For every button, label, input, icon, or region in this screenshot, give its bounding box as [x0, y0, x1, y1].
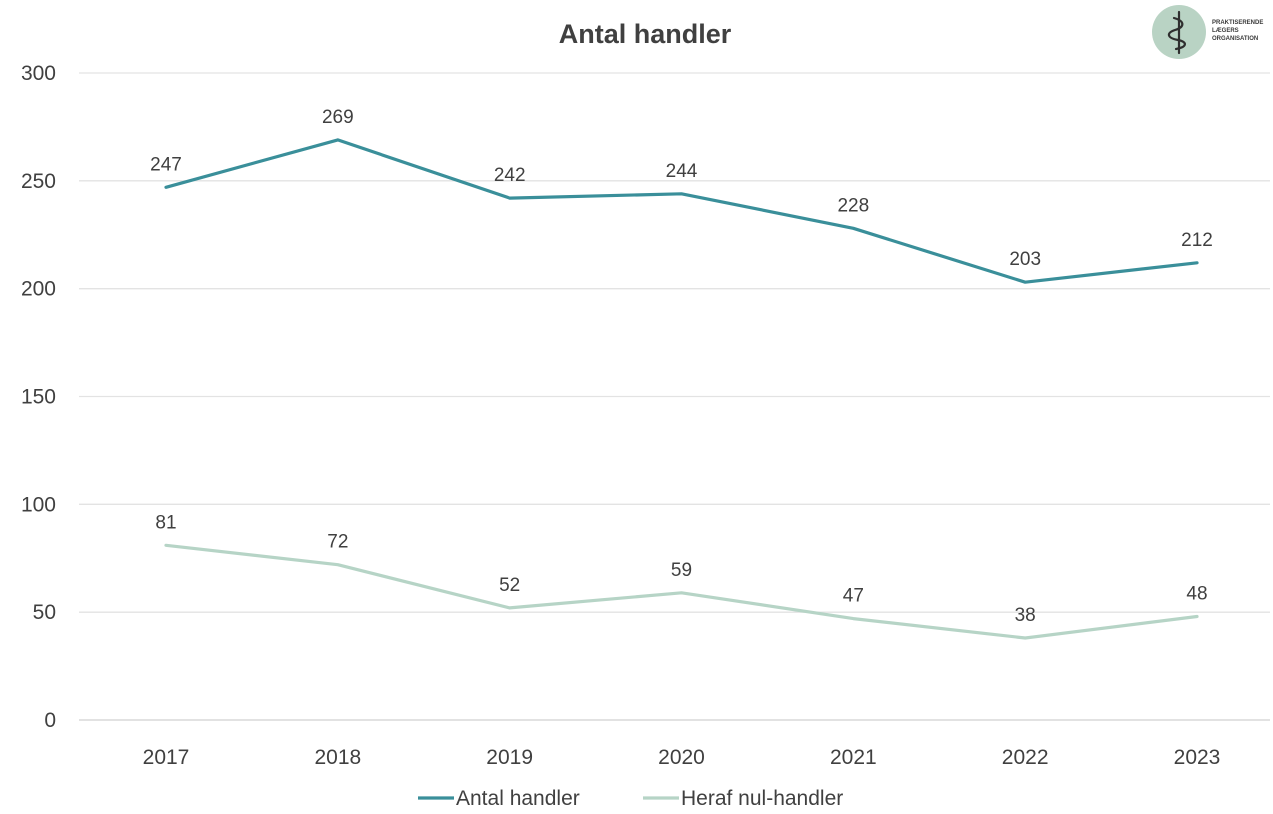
data-label: 242 [494, 165, 526, 186]
x-tick-label: 2017 [143, 746, 190, 769]
x-tick-label: 2018 [314, 746, 361, 769]
x-tick-label: 2023 [1174, 746, 1221, 769]
data-label: 244 [666, 161, 698, 182]
y-axis-ticks: 0 50 100 150 200 250 300 [21, 62, 56, 732]
x-axis-ticks: 2017 2018 2019 2020 2021 2022 2023 [143, 746, 1221, 769]
gridlines [79, 72, 1270, 721]
y-tick-label: 0 [44, 709, 56, 732]
caduceus-icon [1167, 10, 1186, 55]
logo-text-line-2: LÆGERS [1212, 28, 1239, 34]
x-tick-label: 2019 [486, 746, 533, 769]
data-label: 47 [843, 586, 864, 607]
x-tick-label: 2020 [658, 746, 705, 769]
y-tick-label: 150 [21, 386, 56, 409]
series-line-2 [164, 543, 1199, 640]
data-label: 228 [837, 195, 869, 216]
legend-label-2: Heraf nul-handler [681, 787, 843, 809]
data-label: 72 [327, 532, 348, 553]
series-lines [164, 138, 1199, 640]
y-tick-label: 300 [21, 62, 56, 85]
y-tick-label: 250 [21, 170, 56, 193]
y-tick-label: 200 [21, 278, 56, 301]
data-label: 38 [1015, 605, 1036, 626]
data-labels: 247 269 242 244 228 203 212 81 72 52 59 47 38 48 [150, 107, 1213, 626]
logo-text-line-1: PRAKTISERENDE [1212, 20, 1263, 26]
x-tick-label: 2022 [1002, 746, 1049, 769]
logo-text-line-3: ORGANISATION [1212, 36, 1258, 42]
chart-title: Antal handler [559, 19, 732, 49]
legend: Antal handler Heraf nul-handler [418, 787, 843, 810]
series-line-1 [164, 138, 1199, 284]
data-label: 212 [1181, 230, 1213, 251]
y-tick-label: 50 [33, 601, 56, 624]
data-label: 48 [1186, 583, 1207, 604]
data-label: 81 [155, 512, 176, 533]
x-tick-label: 2021 [830, 746, 877, 769]
y-tick-label: 100 [21, 493, 56, 516]
data-label: 203 [1009, 249, 1041, 270]
logo: PRAKTISERENDE LÆGERS ORGANISATION [1152, 5, 1263, 59]
data-label: 52 [499, 575, 520, 596]
data-label: 59 [671, 560, 692, 581]
data-label: 269 [322, 107, 354, 128]
data-label: 247 [150, 154, 182, 175]
legend-label-1: Antal handler [456, 787, 580, 809]
